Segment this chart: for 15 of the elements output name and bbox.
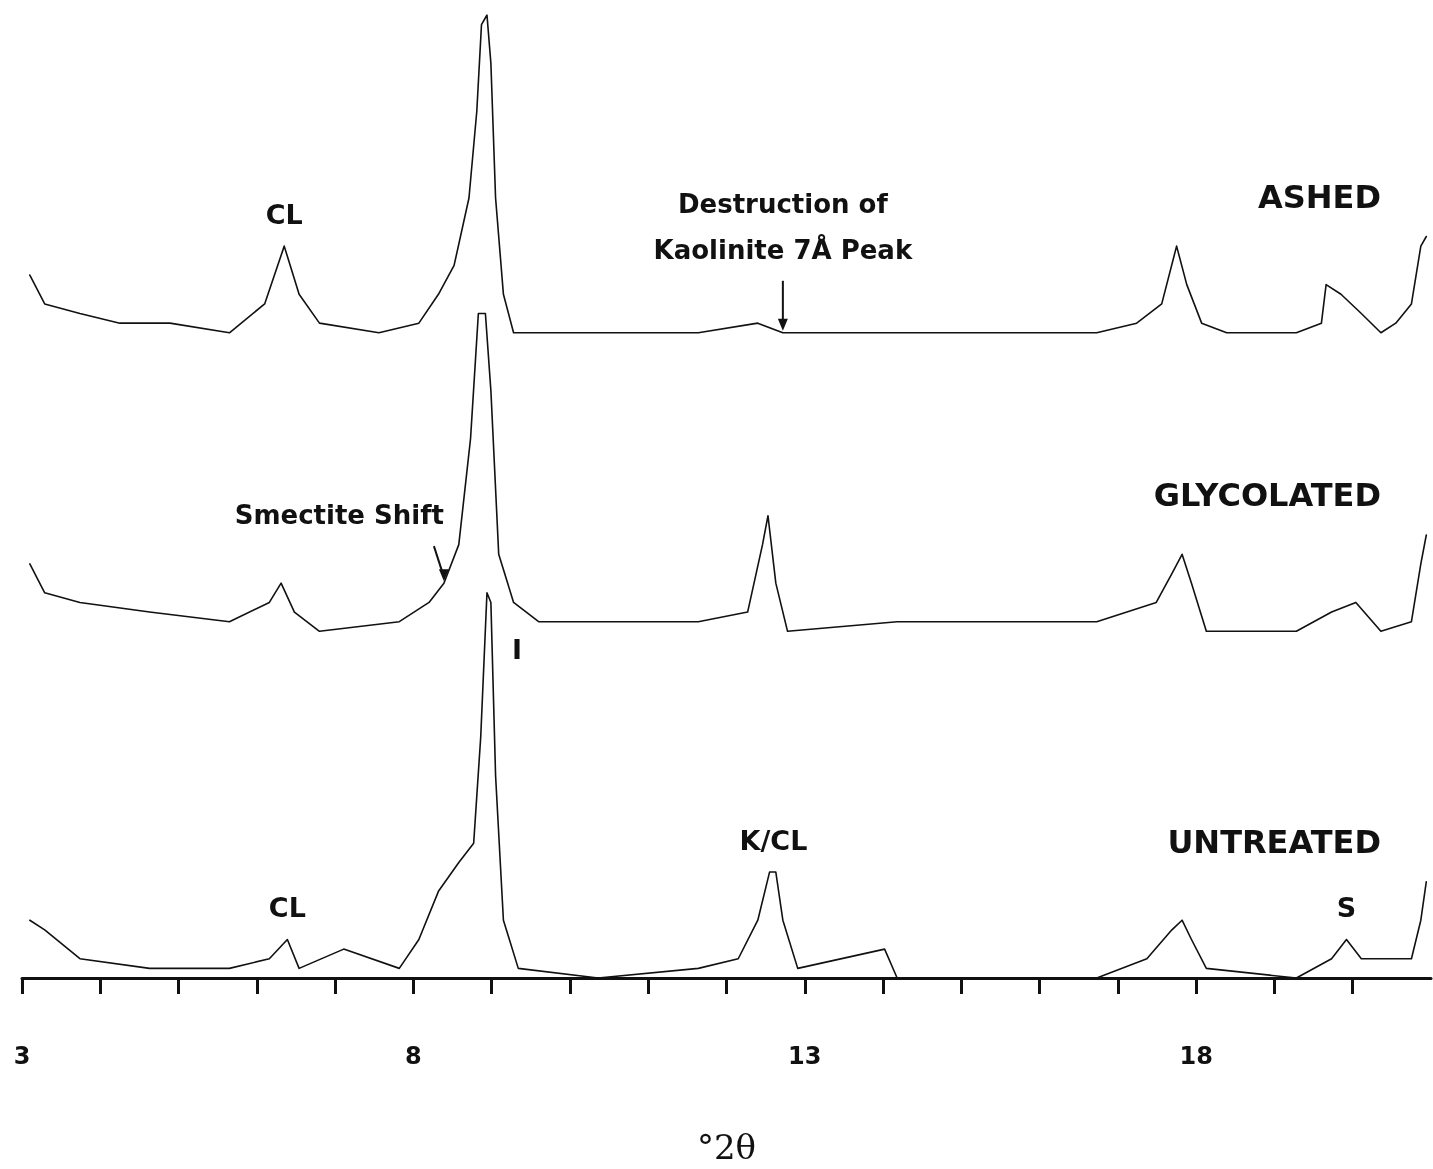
annotation: I xyxy=(511,633,522,665)
annotation: Destruction of Kaolinite 7Å Peak xyxy=(653,188,913,265)
series-label: ASHED xyxy=(1257,177,1381,216)
series-label: UNTREATED xyxy=(1167,823,1381,861)
x-tick-label: 3 xyxy=(13,1042,31,1070)
series-label: GLYCOLATED xyxy=(1153,476,1381,515)
x-tick-label: 13 xyxy=(788,1042,822,1070)
x-tick-label: 8 xyxy=(405,1042,422,1070)
annotation: K/CL xyxy=(739,825,808,857)
annotation: Smectite Shift xyxy=(234,500,444,531)
annotation: CL xyxy=(265,199,303,231)
x-tick-label: 18 xyxy=(1179,1042,1213,1070)
annotation: S xyxy=(1336,892,1357,924)
x-axis-title: °2θ xyxy=(696,1127,757,1167)
annotation: CL xyxy=(268,892,306,924)
